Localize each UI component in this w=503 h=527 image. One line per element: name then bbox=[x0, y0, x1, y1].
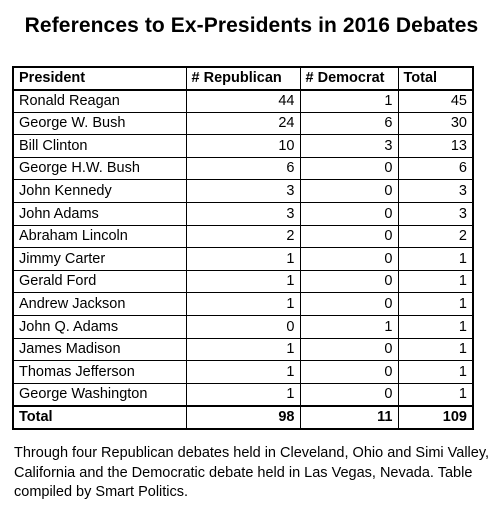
cell-democrat: 0 bbox=[299, 224, 399, 249]
table-row: John Kennedy 3 0 3 bbox=[12, 179, 474, 204]
cell-republican: 3 bbox=[185, 202, 301, 226]
cell-democrat: 6 bbox=[299, 111, 399, 136]
references-table: President # Republican # Democrat Total … bbox=[12, 66, 474, 430]
cell-democrat: 0 bbox=[299, 156, 399, 181]
page-title: References to Ex-Presidents in 2016 Deba… bbox=[24, 14, 479, 37]
table-row: James Madison 1 0 1 bbox=[12, 337, 474, 362]
cell-republican: 1 bbox=[185, 382, 301, 407]
cell-republican: 1 bbox=[185, 247, 301, 271]
cell-total: 3 bbox=[397, 179, 474, 204]
table-row: George W. Bush 24 6 30 bbox=[12, 111, 474, 136]
cell-republican: 1 bbox=[185, 269, 301, 294]
cell-total: 1 bbox=[397, 360, 474, 384]
cell-total: 13 bbox=[397, 134, 474, 158]
cell-president: Thomas Jefferson bbox=[12, 360, 187, 384]
cell-republican: 1 bbox=[185, 337, 301, 362]
cell-total: 3 bbox=[397, 202, 474, 226]
cell-democrat: 0 bbox=[299, 360, 399, 384]
table-row: Jimmy Carter 1 0 1 bbox=[12, 247, 474, 271]
table-row: Thomas Jefferson 1 0 1 bbox=[12, 360, 474, 384]
cell-president: George Washington bbox=[12, 382, 187, 407]
cell-democrat: 3 bbox=[299, 134, 399, 158]
table-body: Ronald Reagan 44 1 45 George W. Bush 24 6 30 Bil… bbox=[12, 89, 474, 407]
table-row: Ronald Reagan 44 1 45 bbox=[12, 89, 474, 113]
table-row: George Washington 1 0 1 bbox=[12, 382, 474, 407]
table-row: John Q. Adams 0 1 1 bbox=[12, 315, 474, 339]
cell-president: John Adams bbox=[12, 202, 187, 226]
cell-total: 2 bbox=[397, 224, 474, 249]
total-label: Total bbox=[12, 404, 187, 429]
total-republican: 98 bbox=[185, 404, 301, 429]
cell-total: 1 bbox=[397, 382, 474, 407]
table-row: Gerald Ford 1 0 1 bbox=[12, 269, 474, 294]
cell-republican: 0 bbox=[185, 315, 301, 339]
table-header-row: President # Republican # Democrat Total bbox=[12, 66, 474, 91]
cell-democrat: 0 bbox=[299, 179, 399, 204]
cell-republican: 10 bbox=[185, 134, 301, 158]
total-total: 109 bbox=[397, 404, 474, 429]
column-header-democrat: # Democrat bbox=[299, 66, 399, 91]
table-row: Andrew Jackson 1 0 1 bbox=[12, 292, 474, 317]
cell-president: Jimmy Carter bbox=[12, 247, 187, 271]
column-header-republican: # Republican bbox=[185, 66, 301, 91]
cell-republican: 6 bbox=[185, 156, 301, 181]
cell-total: 30 bbox=[397, 111, 474, 136]
cell-democrat: 0 bbox=[299, 202, 399, 226]
cell-democrat: 0 bbox=[299, 337, 399, 362]
cell-total: 1 bbox=[397, 292, 474, 317]
cell-president: George W. Bush bbox=[12, 111, 187, 136]
cell-democrat: 1 bbox=[299, 315, 399, 339]
cell-democrat: 1 bbox=[299, 89, 399, 113]
cell-total: 6 bbox=[397, 156, 474, 181]
table-caption: Through four Republican debates held in … bbox=[14, 445, 490, 500]
cell-total: 1 bbox=[397, 247, 474, 271]
column-header-total: Total bbox=[397, 66, 474, 91]
cell-republican: 1 bbox=[185, 292, 301, 317]
cell-president: George H.W. Bush bbox=[12, 156, 187, 181]
cell-republican: 24 bbox=[185, 111, 301, 136]
cell-total: 1 bbox=[397, 269, 474, 294]
cell-president: Andrew Jackson bbox=[12, 292, 187, 317]
table-row: George H.W. Bush 6 0 6 bbox=[12, 156, 474, 181]
cell-republican: 3 bbox=[185, 179, 301, 204]
table-total-row: Total 98 11 109 bbox=[12, 404, 474, 429]
cell-republican: 1 bbox=[185, 360, 301, 384]
table-row: John Adams 3 0 3 bbox=[12, 202, 474, 226]
cell-democrat: 0 bbox=[299, 382, 399, 407]
total-democrat: 11 bbox=[299, 404, 399, 429]
column-header-president: President bbox=[12, 66, 187, 91]
cell-democrat: 0 bbox=[299, 247, 399, 271]
cell-democrat: 0 bbox=[299, 269, 399, 294]
cell-total: 1 bbox=[397, 337, 474, 362]
cell-president: John Q. Adams bbox=[12, 315, 187, 339]
table-row: Abraham Lincoln 2 0 2 bbox=[12, 224, 474, 249]
cell-president: Gerald Ford bbox=[12, 269, 187, 294]
cell-republican: 44 bbox=[185, 89, 301, 113]
cell-total: 1 bbox=[397, 315, 474, 339]
table-row: Bill Clinton 10 3 13 bbox=[12, 134, 474, 158]
cell-democrat: 0 bbox=[299, 292, 399, 317]
cell-total: 45 bbox=[397, 89, 474, 113]
cell-president: Abraham Lincoln bbox=[12, 224, 187, 249]
cell-republican: 2 bbox=[185, 224, 301, 249]
cell-president: John Kennedy bbox=[12, 179, 187, 204]
cell-president: James Madison bbox=[12, 337, 187, 362]
cell-president: Bill Clinton bbox=[12, 134, 187, 158]
cell-president: Ronald Reagan bbox=[12, 89, 187, 113]
